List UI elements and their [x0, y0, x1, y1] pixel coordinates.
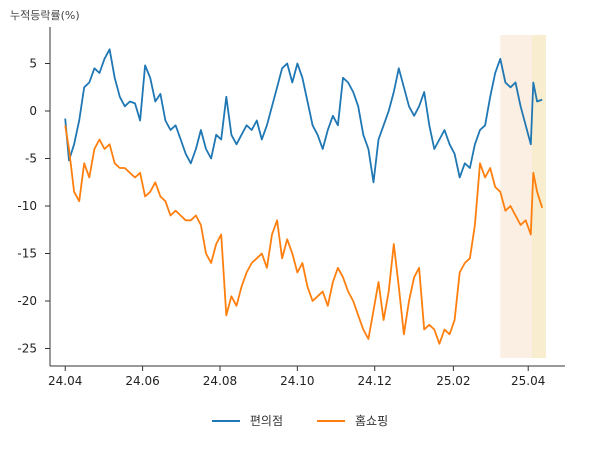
legend-item-convenience-store[interactable]: 편의점	[211, 412, 283, 429]
legend-swatch-convenience-store	[211, 419, 240, 422]
x-tick-label-24.06: 24.06	[125, 374, 159, 388]
legend-label-home-shopping: 홈쇼핑	[355, 414, 389, 428]
y-tick-label--5: -5	[25, 152, 37, 166]
series-line-0	[64, 48, 543, 184]
legend-label-convenience-store: 편의점	[249, 414, 283, 428]
x-tick-label-25.02: 25.02	[436, 374, 470, 388]
series-line-1	[64, 125, 544, 345]
y-tick-label--25: -25	[17, 342, 37, 356]
line-chart: 5 0 -5 -10 -15 -20 -25 24.04 24.06 24.08 24.10 24.1…	[17, 27, 565, 388]
x-tick-label-24.04: 24.04	[48, 374, 82, 388]
x-tick-label-24.12: 24.12	[358, 374, 392, 388]
y-tick-label--20: -20	[17, 294, 37, 308]
legend-swatch-home-shopping	[317, 419, 345, 422]
y-tick-label-0: 0	[29, 104, 37, 118]
x-tick-label-25.04: 25.04	[511, 374, 545, 388]
legend: 편의점 홈쇼핑	[0, 412, 600, 429]
x-tick-label-24.08: 24.08	[203, 374, 237, 388]
y-tick-label--10: -10	[17, 199, 37, 213]
y-axis-label: 누적등락률(%)	[10, 9, 80, 22]
x-tick-label-24.10: 24.10	[280, 374, 314, 388]
y-tick-label-5: 5	[29, 57, 37, 71]
y-tick-label--15: -15	[17, 247, 37, 261]
legend-item-home-shopping[interactable]: 홈쇼핑	[317, 412, 388, 429]
